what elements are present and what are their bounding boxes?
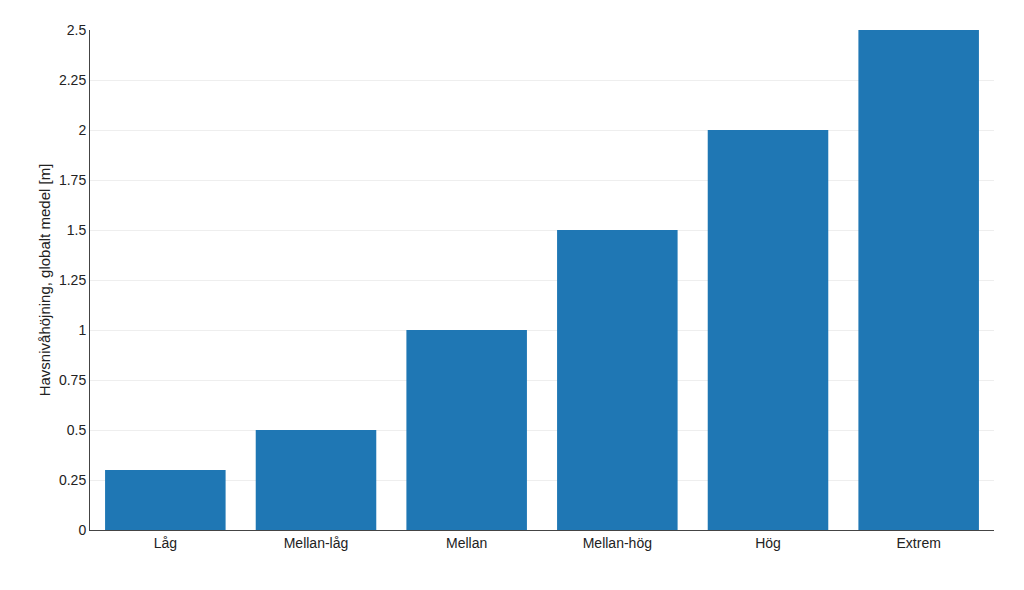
svg-text:2.5: 2.5: [67, 22, 87, 38]
svg-text:0.5: 0.5: [67, 422, 87, 438]
svg-text:Mellan: Mellan: [446, 535, 487, 551]
svg-text:Mellan-låg: Mellan-låg: [284, 535, 349, 551]
svg-text:1.25: 1.25: [59, 272, 86, 288]
svg-text:1: 1: [78, 322, 86, 338]
svg-text:Hög: Hög: [755, 535, 781, 551]
svg-text:0.75: 0.75: [59, 372, 86, 388]
svg-text:1.5: 1.5: [67, 222, 87, 238]
svg-text:2.25: 2.25: [59, 72, 86, 88]
svg-text:0.25: 0.25: [59, 472, 86, 488]
svg-text:Extrem: Extrem: [896, 535, 940, 551]
svg-text:Mellan-hög: Mellan-hög: [583, 535, 652, 551]
svg-text:Låg: Låg: [154, 535, 177, 551]
svg-text:0: 0: [78, 522, 86, 538]
svg-text:Havsnivåhöjning, globalt medel: Havsnivåhöjning, globalt medel [m]: [36, 164, 53, 397]
svg-text:2: 2: [78, 122, 86, 138]
svg-text:1.75: 1.75: [59, 172, 86, 188]
